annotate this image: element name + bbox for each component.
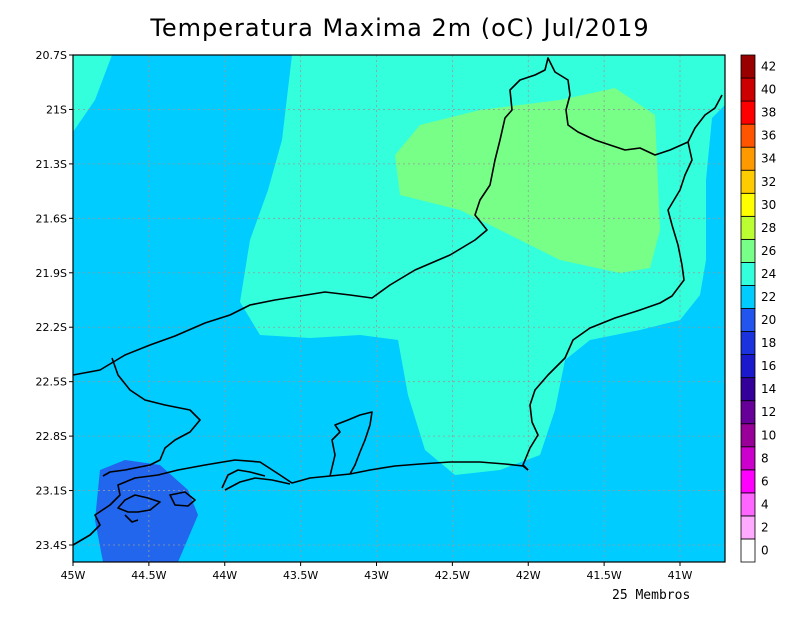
colorbar-label: 18 <box>761 336 776 350</box>
colorbar-label: 12 <box>761 405 776 419</box>
colorbar-swatch <box>740 169 756 194</box>
colorbar-swatch <box>740 215 756 240</box>
lon-label: 42.5W <box>435 569 470 582</box>
bay-guanabara <box>329 411 373 477</box>
lat-label: 22.8S <box>36 430 67 443</box>
ilha-grande <box>117 491 196 523</box>
colorbar-label: 24 <box>761 267 776 281</box>
lon-label: 41.5W <box>586 569 621 582</box>
colorbar-label: 30 <box>761 198 776 212</box>
colorbar-label: 28 <box>761 221 776 235</box>
longitude-labels: 45W 44.5W 44W 43.5W 43W 42.5W 42W 41.5W 41W <box>61 562 693 582</box>
lon-label: 44.5W <box>131 569 166 582</box>
lon-label: 42W <box>516 569 541 582</box>
colorbar-swatch <box>740 446 756 471</box>
colorbar-label: 40 <box>761 83 776 97</box>
colorbar-swatch <box>740 77 756 102</box>
colorbar-label: 42 <box>761 60 776 74</box>
colorbar-label: 36 <box>761 129 776 143</box>
field-26-28 <box>395 88 660 273</box>
lat-label: 21.9S <box>36 267 67 280</box>
colorbar-label: 20 <box>761 313 776 327</box>
lat-label: 21.3S <box>36 158 67 171</box>
colorbar-swatch <box>740 469 756 494</box>
colorbar-swatch <box>740 331 756 355</box>
lat-label: 23.1S <box>36 485 67 498</box>
state-border-south-west <box>102 357 201 477</box>
map-title: Temperatura Maxima 2m (oC) Jul/2019 <box>150 14 650 42</box>
colorbar-swatch <box>740 192 756 217</box>
bay-sepetiba <box>221 469 291 491</box>
lat-label: 23.4S <box>36 539 67 552</box>
colorbar-swatch <box>740 308 756 332</box>
coastline-south <box>72 459 529 546</box>
colorbar-swatch <box>740 146 756 171</box>
lat-label: 20.7S <box>36 49 67 62</box>
temperature-field <box>73 55 725 562</box>
colorbar-label: 16 <box>761 359 776 373</box>
colorbar-swatch <box>740 354 756 379</box>
lon-label: 44W <box>212 569 237 582</box>
colorbar-swatch <box>740 538 756 563</box>
colorbar-label: 10 <box>761 428 776 442</box>
lon-label: 45W <box>61 569 86 582</box>
colorbar-label: 22 <box>761 290 776 304</box>
lon-label: 43W <box>364 569 389 582</box>
latitude-labels: 20.7S 21S 21.3S 21.6S 21.9S 22.2S 22.5S 22.8S 23… <box>36 49 73 552</box>
colorbar-label: 8 <box>761 451 769 465</box>
lat-label: 21.6S <box>36 212 67 225</box>
lon-label: 41W <box>668 569 693 582</box>
colorbar-swatch <box>740 400 756 425</box>
coastline-and-borders <box>72 57 723 546</box>
colorbar-swatch <box>740 515 756 540</box>
colorbar-label: 0 <box>761 543 769 557</box>
colorbar-swatch <box>740 492 756 517</box>
colorbar-swatch <box>740 123 756 148</box>
colorbar-label: 4 <box>761 497 769 511</box>
colorbar-label: 34 <box>761 152 776 166</box>
colorbar-label: 14 <box>761 382 776 396</box>
field-24-26-west <box>73 55 112 132</box>
colorbar-swatch <box>740 238 756 263</box>
colorbar-swatch <box>740 423 756 448</box>
colorbar-swatch <box>740 54 756 79</box>
state-border-east <box>522 141 693 471</box>
colorbar-label: 6 <box>761 474 769 488</box>
lat-label: 22.5S <box>36 376 67 389</box>
lat-label: 21S <box>46 103 67 116</box>
ensemble-footer: 25 Membros <box>612 588 691 603</box>
map-frame <box>72 54 726 563</box>
colorbar-label: 38 <box>761 106 776 120</box>
colorbar-label: 26 <box>761 244 776 258</box>
colorbar-label: 2 <box>761 520 769 534</box>
colorbar-swatch <box>740 100 756 125</box>
colorbar-label: 32 <box>761 175 776 189</box>
colorbar-swatch <box>740 262 756 286</box>
state-border-north <box>72 57 723 376</box>
lon-label: 43.5W <box>283 569 318 582</box>
colorbar-swatch <box>740 285 756 309</box>
lat-label: 22.2S <box>36 321 67 334</box>
colorbar-swatch <box>740 377 756 402</box>
